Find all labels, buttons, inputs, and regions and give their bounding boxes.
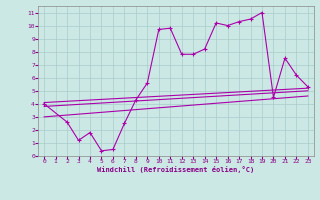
X-axis label: Windchill (Refroidissement éolien,°C): Windchill (Refroidissement éolien,°C) bbox=[97, 166, 255, 173]
